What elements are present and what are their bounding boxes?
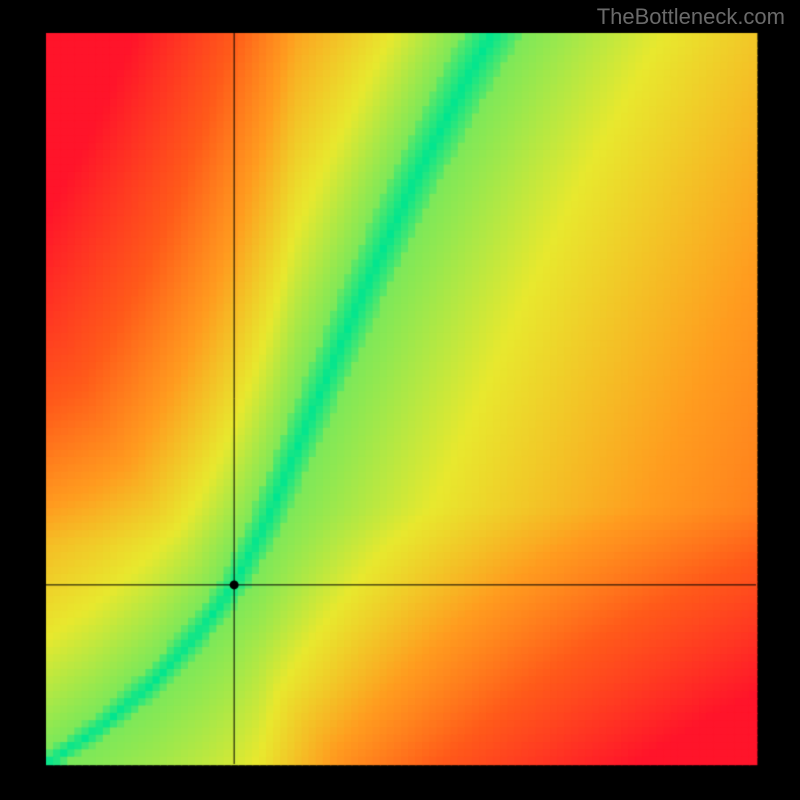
watermark-text: TheBottleneck.com	[597, 4, 785, 30]
bottleneck-heatmap	[0, 0, 800, 800]
